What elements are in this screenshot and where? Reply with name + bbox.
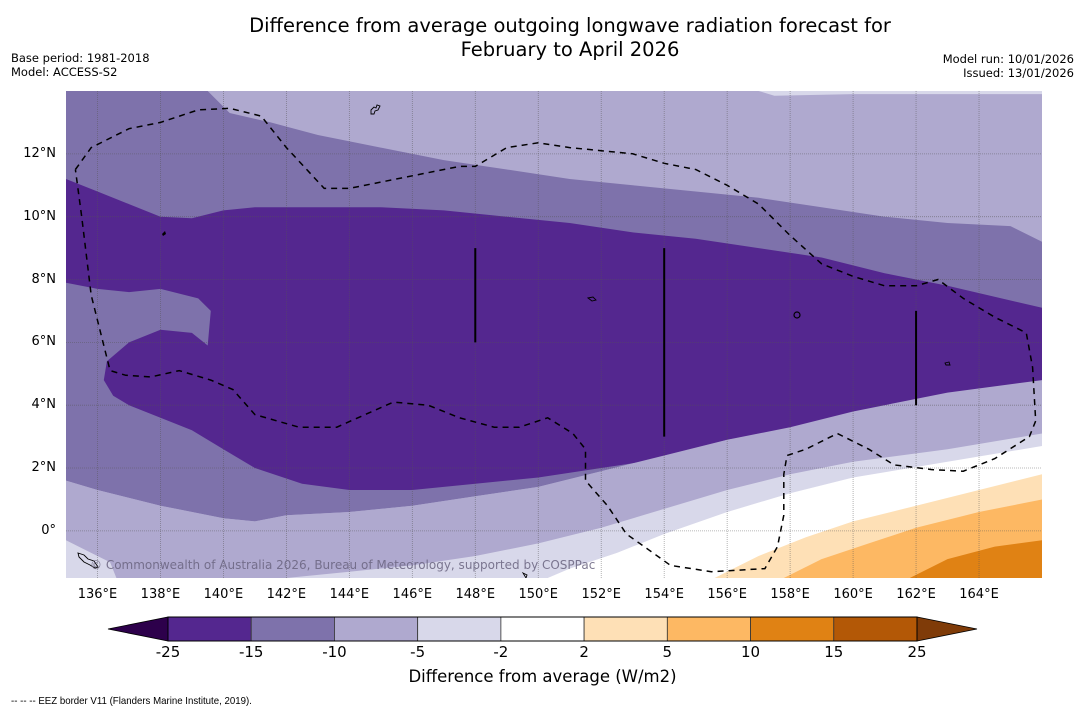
colorbar-max-extend	[916, 616, 978, 642]
lon-tick-label: 162°E	[896, 587, 936, 602]
colorbar-tick-label: 2	[579, 643, 589, 661]
island-kosrae	[944, 361, 951, 366]
base-period: Base period: 1981-2018	[11, 51, 150, 65]
colorbar-bin	[334, 616, 419, 642]
eez-border-line	[74, 107, 1037, 573]
model-name: Model: ACCESS-S2	[11, 65, 118, 79]
lon-tick-label: 156°E	[707, 587, 747, 602]
colorbar-bin	[583, 616, 668, 642]
colorbar-tick-label: -2	[493, 643, 509, 661]
lat-tick-label: 2°N	[31, 460, 57, 476]
meta-left: Base period: 1981-2018 Model: ACCESS-S2	[11, 51, 150, 79]
meridian-lines	[474, 248, 918, 437]
contour-region-2	[66, 179, 1042, 490]
contour-region-5	[66, 540, 117, 578]
colorbar-bin	[250, 616, 335, 642]
island-guam	[370, 104, 381, 115]
colorbar-tick-label: 5	[662, 643, 673, 661]
lon-tick-label: 158°E	[770, 587, 810, 602]
lon-tick-label: 160°E	[833, 587, 873, 602]
contour-region-9	[909, 540, 1042, 578]
colorbar-bin	[167, 616, 252, 642]
lon-tick-label: 138°E	[140, 587, 181, 602]
colorbar-frame	[167, 616, 918, 642]
graticule	[66, 91, 1042, 578]
lat-tick-label: 8°N	[31, 271, 57, 287]
lon-tick-label: 146°E	[392, 587, 433, 602]
colorbar	[107, 616, 978, 642]
copyright-text: © Commonwealth of Australia 2026, Bureau…	[90, 558, 596, 572]
lat-tick-label: 4°N	[31, 397, 57, 413]
colorbar-tick-label: -5	[410, 643, 426, 661]
title-line-1: Difference from average outgoing longwav…	[249, 14, 891, 37]
lon-tick-label: 152°E	[581, 587, 621, 602]
colorbar-tick-label: 15	[824, 643, 844, 661]
island-small	[521, 571, 528, 578]
chart-title: Difference from average outgoing longwav…	[0, 14, 1085, 62]
island-chuuk	[586, 296, 597, 302]
lon-tick-label: 140°E	[203, 587, 244, 602]
lon-tick-label: 136°E	[77, 587, 118, 602]
lon-tick-label: 142°E	[266, 587, 307, 602]
lat-tick-label: 10°N	[23, 208, 56, 224]
footnote-eez: -- -- -- EEZ border V11 (Flanders Marine…	[11, 695, 252, 707]
island-yap	[162, 231, 166, 236]
lon-tick-label: 150°E	[518, 587, 559, 602]
colorbar-tick-label: -10	[322, 643, 347, 661]
island-palau	[77, 552, 99, 569]
colorbar-tick-label: -25	[155, 643, 181, 661]
lon-tick-label: 154°E	[644, 587, 684, 602]
colorbar-bin	[500, 616, 585, 642]
lon-tick-label: 164°E	[959, 587, 999, 602]
colorbar-tick-label: -15	[238, 643, 264, 661]
lat-tick-label: 12°N	[23, 145, 56, 161]
lon-tick-label: 148°E	[455, 587, 496, 602]
lat-tick-label: 0°	[41, 522, 56, 538]
issued-date: Issued: 13/01/2026	[963, 66, 1074, 80]
island-pohnpei	[793, 311, 801, 319]
model-run: Model run: 10/01/2026	[942, 52, 1074, 66]
title-line-2: February to April 2026	[460, 38, 680, 61]
contour-region-0	[758, 91, 1042, 96]
contour-region-3	[66, 380, 1042, 578]
islands	[77, 104, 951, 578]
colorbar-tick-label: 25	[907, 643, 927, 661]
colorbar-bin	[750, 616, 835, 642]
lon-tick-label: 144°E	[329, 587, 370, 602]
map-area	[66, 91, 1042, 578]
colorbar-title: Difference from average (W/m2)	[408, 667, 677, 686]
eez-border	[74, 107, 1037, 573]
colorbar-tick-label: 10	[741, 643, 761, 661]
colorbar-bin	[666, 616, 751, 642]
colorbar-bin	[833, 616, 918, 642]
meta-right: Model run: 10/01/2026 Issued: 13/01/2026	[943, 52, 1074, 80]
colorbar-bin	[417, 616, 502, 642]
colorbar-min-extend	[107, 616, 169, 642]
lat-tick-label: 6°N	[31, 334, 57, 350]
